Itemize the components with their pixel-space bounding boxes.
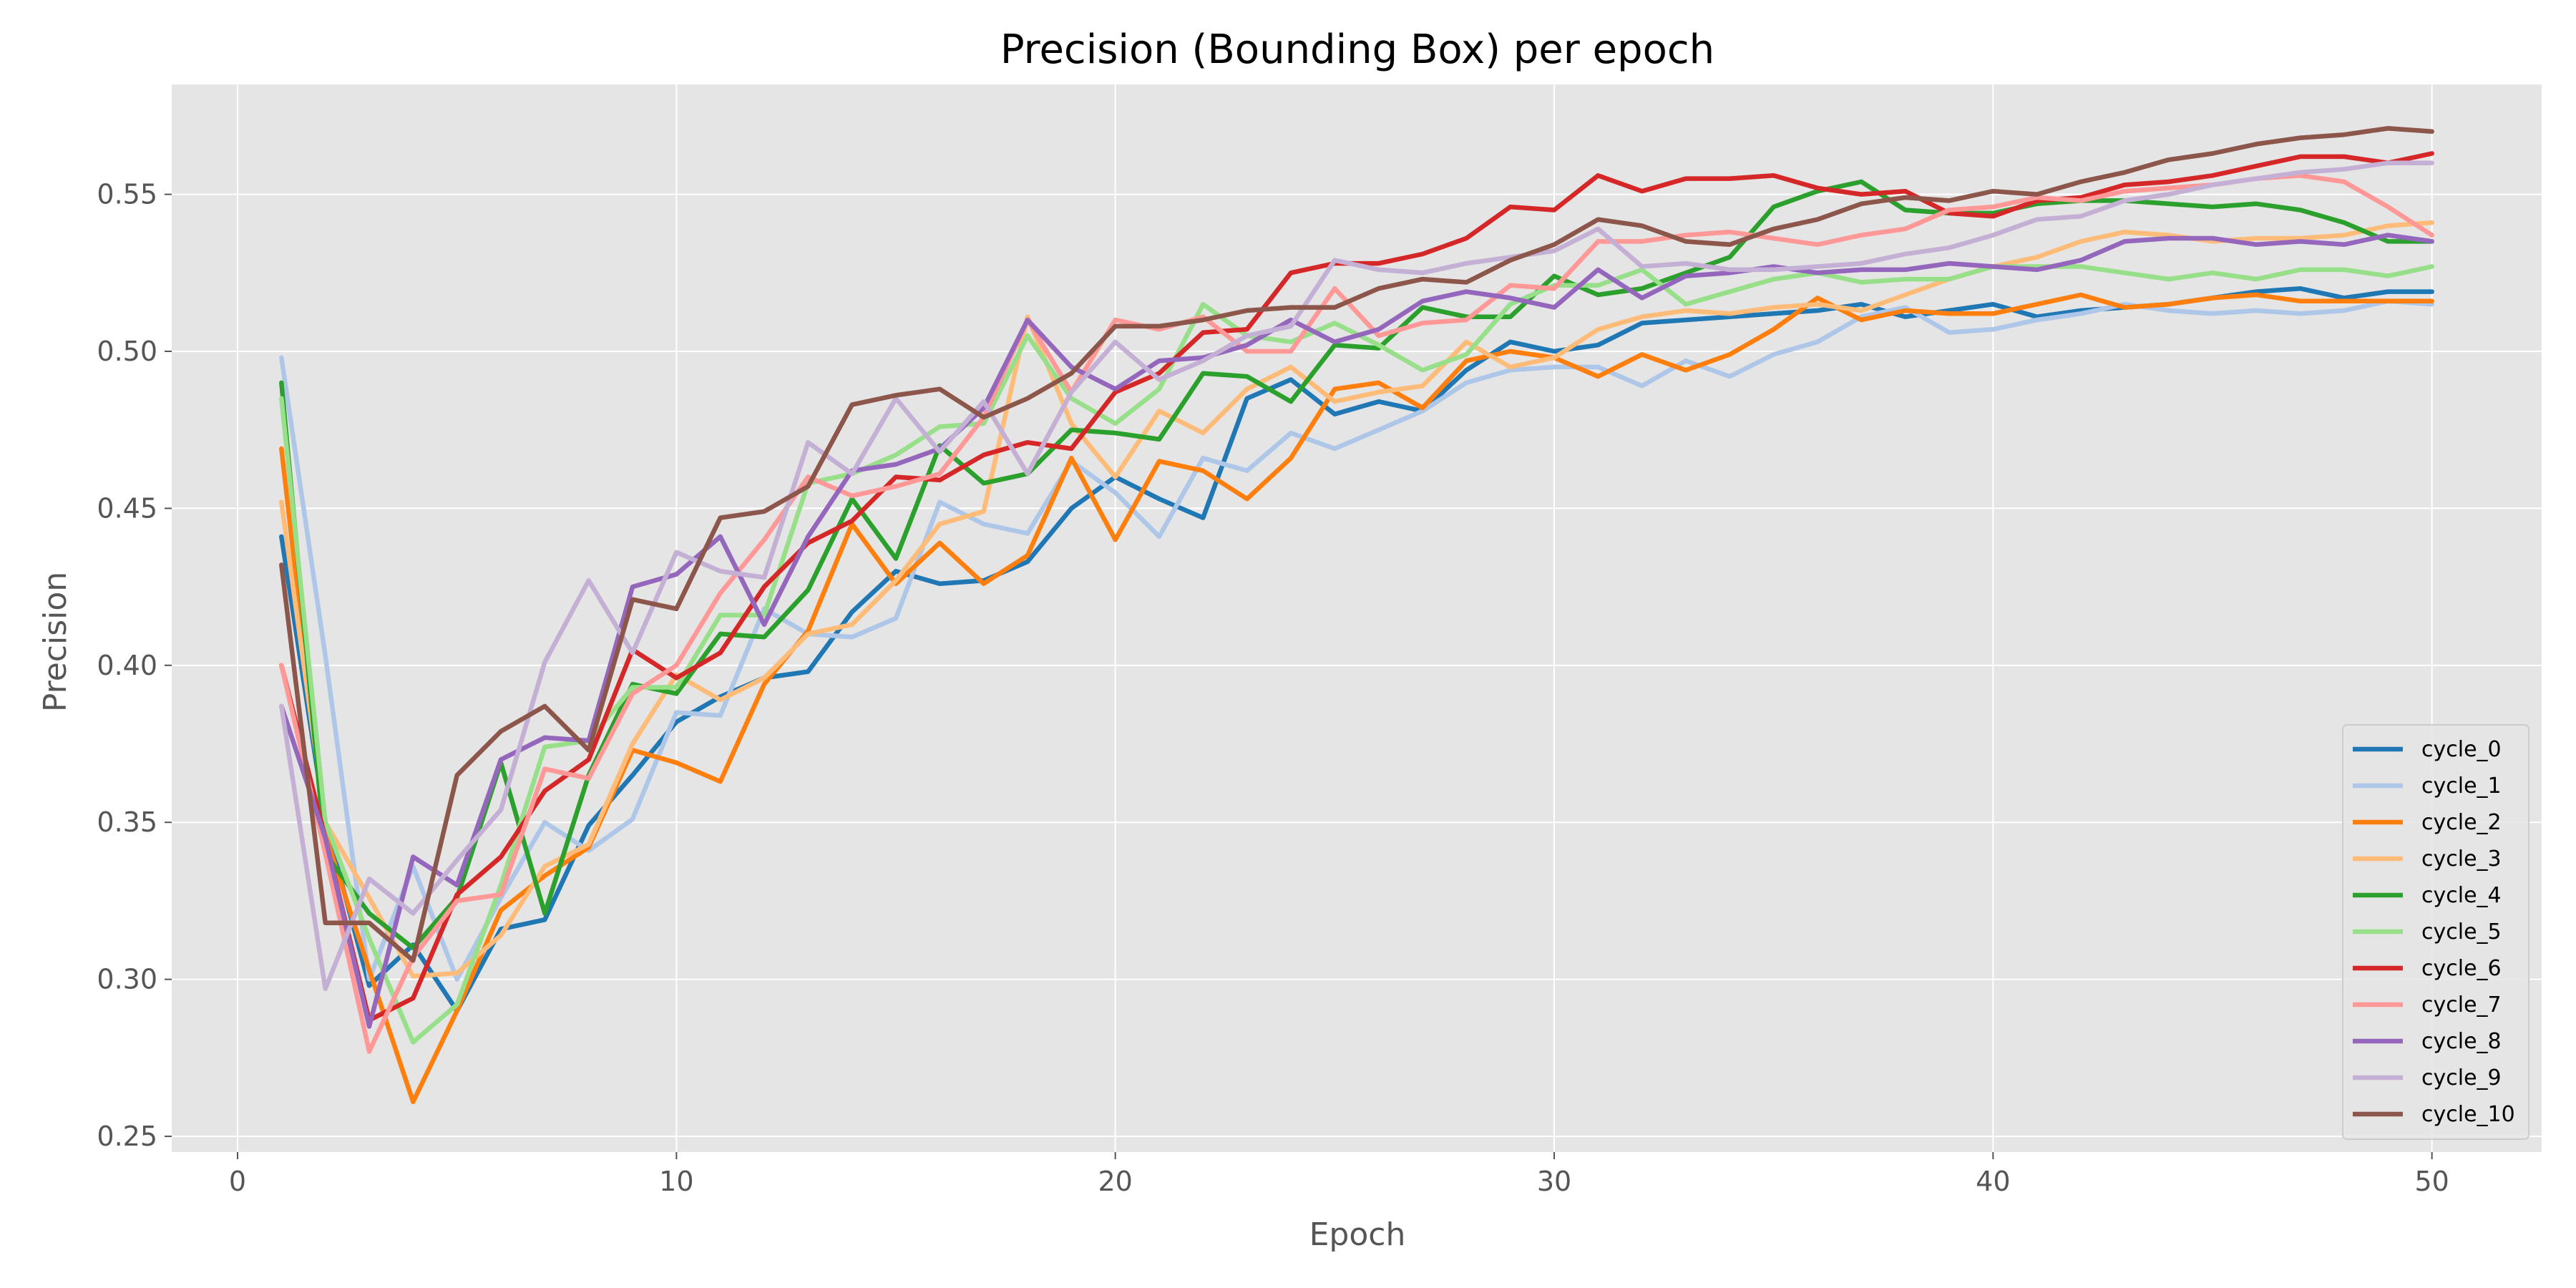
legend-label: cycle_6 bbox=[2421, 956, 2502, 981]
y-tick-label: 0.35 bbox=[97, 806, 157, 838]
series-line-cycle-9 bbox=[279, 160, 2434, 992]
x-tick-label: 20 bbox=[1098, 1166, 1132, 1197]
legend-label: cycle_10 bbox=[2421, 1102, 2515, 1127]
legend-label: cycle_0 bbox=[2421, 737, 2502, 762]
x-tick-label: 50 bbox=[2414, 1166, 2449, 1197]
legend-label: cycle_7 bbox=[2421, 992, 2502, 1018]
series-line-cycle-0 bbox=[279, 286, 2434, 1013]
x-tick-label: 40 bbox=[1976, 1166, 2010, 1197]
series-line-cycle-1 bbox=[279, 298, 2434, 982]
series-line-cycle-7 bbox=[279, 173, 2434, 1054]
grid bbox=[172, 84, 2542, 1152]
y-tick-label: 0.50 bbox=[97, 336, 157, 367]
legend-label: cycle_2 bbox=[2421, 810, 2502, 835]
legend-label: cycle_3 bbox=[2421, 847, 2502, 872]
series-lines bbox=[279, 126, 2434, 1105]
y-tick-label: 0.40 bbox=[97, 650, 157, 681]
plot-area bbox=[172, 84, 2542, 1152]
legend-label: cycle_8 bbox=[2421, 1029, 2502, 1054]
legend-label: cycle_9 bbox=[2421, 1065, 2502, 1091]
y-axis-label: Precision bbox=[37, 572, 74, 712]
axis-ticks: 0 10 20 30 40 50 0.25 0.30 0.35 0.40 0.45 0.50 0.55 bbox=[97, 179, 2449, 1197]
y-tick-label: 0.30 bbox=[97, 964, 157, 995]
y-tick-label: 0.55 bbox=[97, 179, 157, 210]
legend-label: cycle_1 bbox=[2421, 774, 2502, 799]
series-line-cycle-8 bbox=[279, 233, 2434, 1029]
series-line-cycle-10 bbox=[279, 126, 2434, 963]
x-axis-label: Epoch bbox=[1309, 1216, 1406, 1253]
legend-label: cycle_5 bbox=[2421, 919, 2502, 945]
x-tick-label: 30 bbox=[1537, 1166, 1571, 1197]
legend: cycle_0 cycle_1 cycle_2 cycle_3 cycle_4cycle… bbox=[2342, 724, 2529, 1140]
legend-box bbox=[2342, 724, 2529, 1140]
chart-title: Precision (Bounding Box) per epoch bbox=[1000, 26, 1714, 73]
series-line-cycle-2 bbox=[279, 292, 2434, 1105]
x-tick-label: 0 bbox=[229, 1166, 246, 1197]
y-tick-label: 0.45 bbox=[97, 492, 157, 524]
y-tick-label: 0.25 bbox=[97, 1121, 157, 1152]
legend-label: cycle_4 bbox=[2421, 883, 2502, 908]
series-line-cycle-3 bbox=[279, 220, 2434, 979]
x-tick-label: 10 bbox=[659, 1166, 693, 1197]
